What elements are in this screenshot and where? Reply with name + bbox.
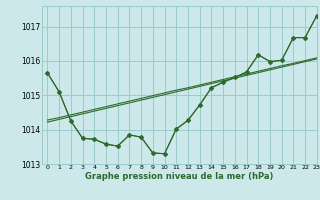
- X-axis label: Graphe pression niveau de la mer (hPa): Graphe pression niveau de la mer (hPa): [85, 172, 273, 181]
